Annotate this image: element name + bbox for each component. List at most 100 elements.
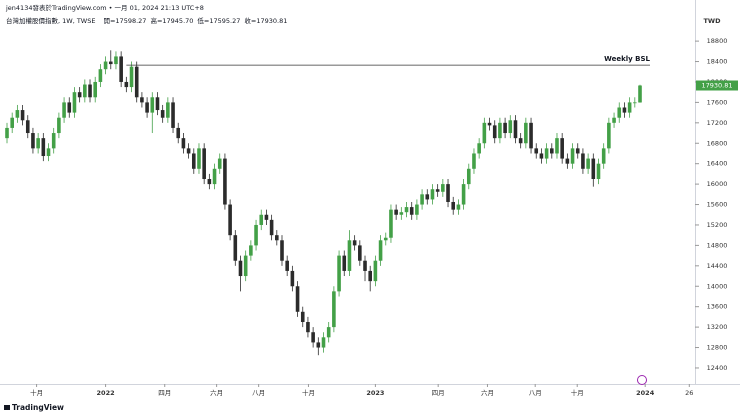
candle-body [119, 56, 123, 82]
candle-body [472, 153, 476, 169]
candle-body [326, 327, 331, 338]
candle-body [518, 138, 523, 144]
candle-body [498, 122, 502, 139]
candle-body [275, 235, 279, 241]
candle-body [415, 204, 419, 215]
candle-body [295, 286, 300, 312]
y-tick-label: 17600 [707, 98, 728, 106]
candle-body [134, 66, 139, 98]
candle-body [88, 84, 92, 98]
y-tick-label: 16000 [707, 180, 728, 188]
symbol: 台灣加權股價指數, 1W, TWSE [6, 16, 95, 25]
candle-body [337, 255, 341, 292]
candle-body [555, 138, 559, 154]
candle-body [316, 342, 321, 348]
candle-body [524, 122, 528, 144]
y-tick-label: 14800 [707, 241, 728, 249]
candle-body [456, 204, 461, 210]
candle-body [358, 245, 362, 261]
candle-body [446, 184, 450, 202]
candle-body [25, 120, 30, 134]
ohlc-label: 低= [197, 16, 209, 25]
candle-body [249, 245, 253, 256]
candle-body [399, 212, 404, 215]
event-icon[interactable] [637, 375, 647, 385]
candle-body [83, 84, 87, 98]
x-tick-label: 26 [685, 389, 693, 397]
candle-body [482, 122, 487, 144]
candle-body [155, 97, 160, 111]
candle-body [114, 56, 118, 65]
brand-logo [4, 405, 10, 410]
candle-body [581, 153, 585, 169]
candle-body [633, 102, 637, 104]
brand: TradingView [4, 403, 64, 412]
candle-body [378, 240, 383, 261]
candle-body [150, 97, 155, 113]
candle-body [596, 163, 601, 180]
x-tick-label: 六月 [210, 388, 223, 397]
y-tick-label: 14400 [707, 262, 728, 270]
brand-name: TradingView [12, 403, 64, 412]
ohlc-label: 高= [150, 16, 162, 25]
candle-body [259, 214, 264, 225]
candle-body [477, 143, 481, 154]
candle-body [103, 61, 108, 70]
x-tick-label: 十月 [302, 388, 315, 397]
candle-body [166, 102, 170, 118]
x-tick-label: 2023 [366, 389, 384, 397]
candle-body [529, 122, 533, 149]
candle-body [212, 168, 217, 185]
candle-body [223, 158, 227, 205]
currency: TWD [704, 17, 722, 25]
candle-body [191, 153, 196, 169]
candle-body [435, 189, 440, 192]
y-tick-label: 12800 [707, 344, 728, 352]
candle-body [269, 219, 274, 236]
candle-body [202, 148, 206, 180]
ohlc-value: 17945.70 [162, 17, 193, 25]
candle-body [404, 207, 409, 213]
candle-body [627, 102, 632, 113]
candle-body [238, 260, 243, 277]
symbol-legend: 台灣加權股價指數, 1W, TWSE 開=17598.27 高=17945.70 低=… [6, 16, 287, 25]
candle-body [20, 110, 25, 121]
candle-body [181, 138, 186, 149]
candle-body [565, 158, 570, 164]
candle-body [347, 240, 352, 271]
candle-body [306, 322, 310, 333]
candle-body [217, 158, 222, 169]
candle-body [544, 148, 549, 159]
candle-body [492, 125, 497, 139]
candle-body [601, 148, 606, 164]
candle-body [15, 110, 20, 118]
candle-body [368, 270, 372, 282]
candle-body [46, 148, 51, 157]
candle-body [243, 255, 248, 277]
candle-body [451, 201, 456, 210]
candle-body [233, 235, 238, 261]
candle-body [409, 207, 414, 215]
candle-body [321, 337, 326, 348]
y-tick-label: 13200 [707, 323, 728, 331]
y-tick-label: 14000 [707, 282, 728, 290]
candle-body [108, 61, 113, 65]
candle-body [389, 209, 393, 238]
candle-body [145, 102, 149, 113]
candle-body [228, 204, 232, 236]
author-line: jen4134發表於TradingView.com • 一月 01, 2024 … [5, 3, 204, 12]
candle-body [197, 148, 201, 169]
x-tick-label: 四月 [158, 389, 171, 397]
candle-body [607, 122, 611, 149]
y-tick-label: 16800 [707, 139, 728, 147]
candle-body [300, 311, 305, 323]
candle-body [254, 224, 258, 246]
candle-body [363, 260, 367, 271]
last-price-label: 17930.81 [701, 82, 732, 90]
candle-body [264, 214, 269, 220]
candle-body [171, 102, 175, 128]
candle-body [534, 148, 539, 154]
candle-body [383, 237, 388, 241]
